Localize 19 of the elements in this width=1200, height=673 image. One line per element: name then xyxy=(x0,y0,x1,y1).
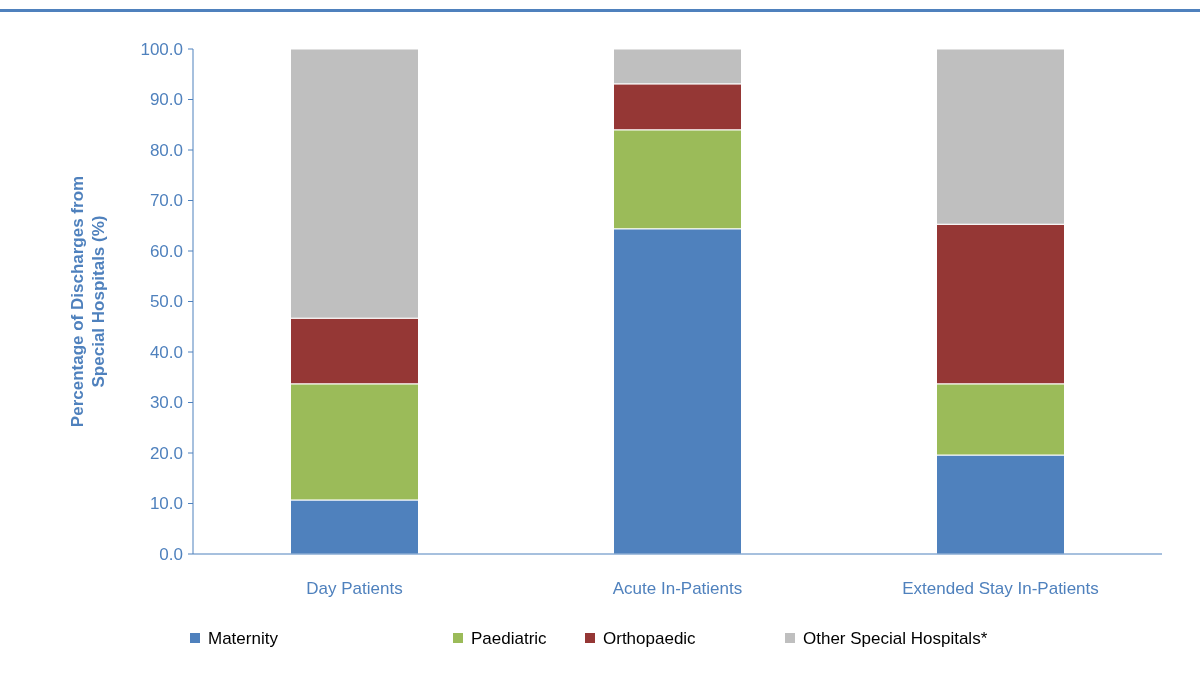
x-tick-label: Acute In-Patients xyxy=(612,579,743,598)
y-tick-label: 30.0 xyxy=(149,393,183,413)
y-tick-label: 0.0 xyxy=(159,544,183,564)
y-tick-label: 50.0 xyxy=(149,292,183,312)
y-tick-label: 100.0 xyxy=(140,39,183,59)
x-tick-label: Day Patients xyxy=(306,579,403,598)
legend-label: Other Special Hospitals* xyxy=(803,628,988,648)
y-tick-label: 80.0 xyxy=(149,140,183,160)
y-tick-label: 60.0 xyxy=(149,241,183,261)
y-tick-label: 20.0 xyxy=(149,443,183,463)
y-tick-label: 90.0 xyxy=(149,90,183,110)
legend-label: Orthopaedic xyxy=(603,628,697,648)
y-tick-label: 10.0 xyxy=(149,494,183,514)
y-axis-title: Percentage of Discharges from Special Hospitals (%) xyxy=(68,175,108,428)
y-tick-label: 40.0 xyxy=(149,342,183,362)
y-tick-label: 70.0 xyxy=(149,191,183,211)
legend-label: Paediatric xyxy=(471,628,548,648)
legend-label: Maternity xyxy=(208,628,279,648)
x-tick-label: Extended Stay In-Patients xyxy=(902,579,1099,598)
